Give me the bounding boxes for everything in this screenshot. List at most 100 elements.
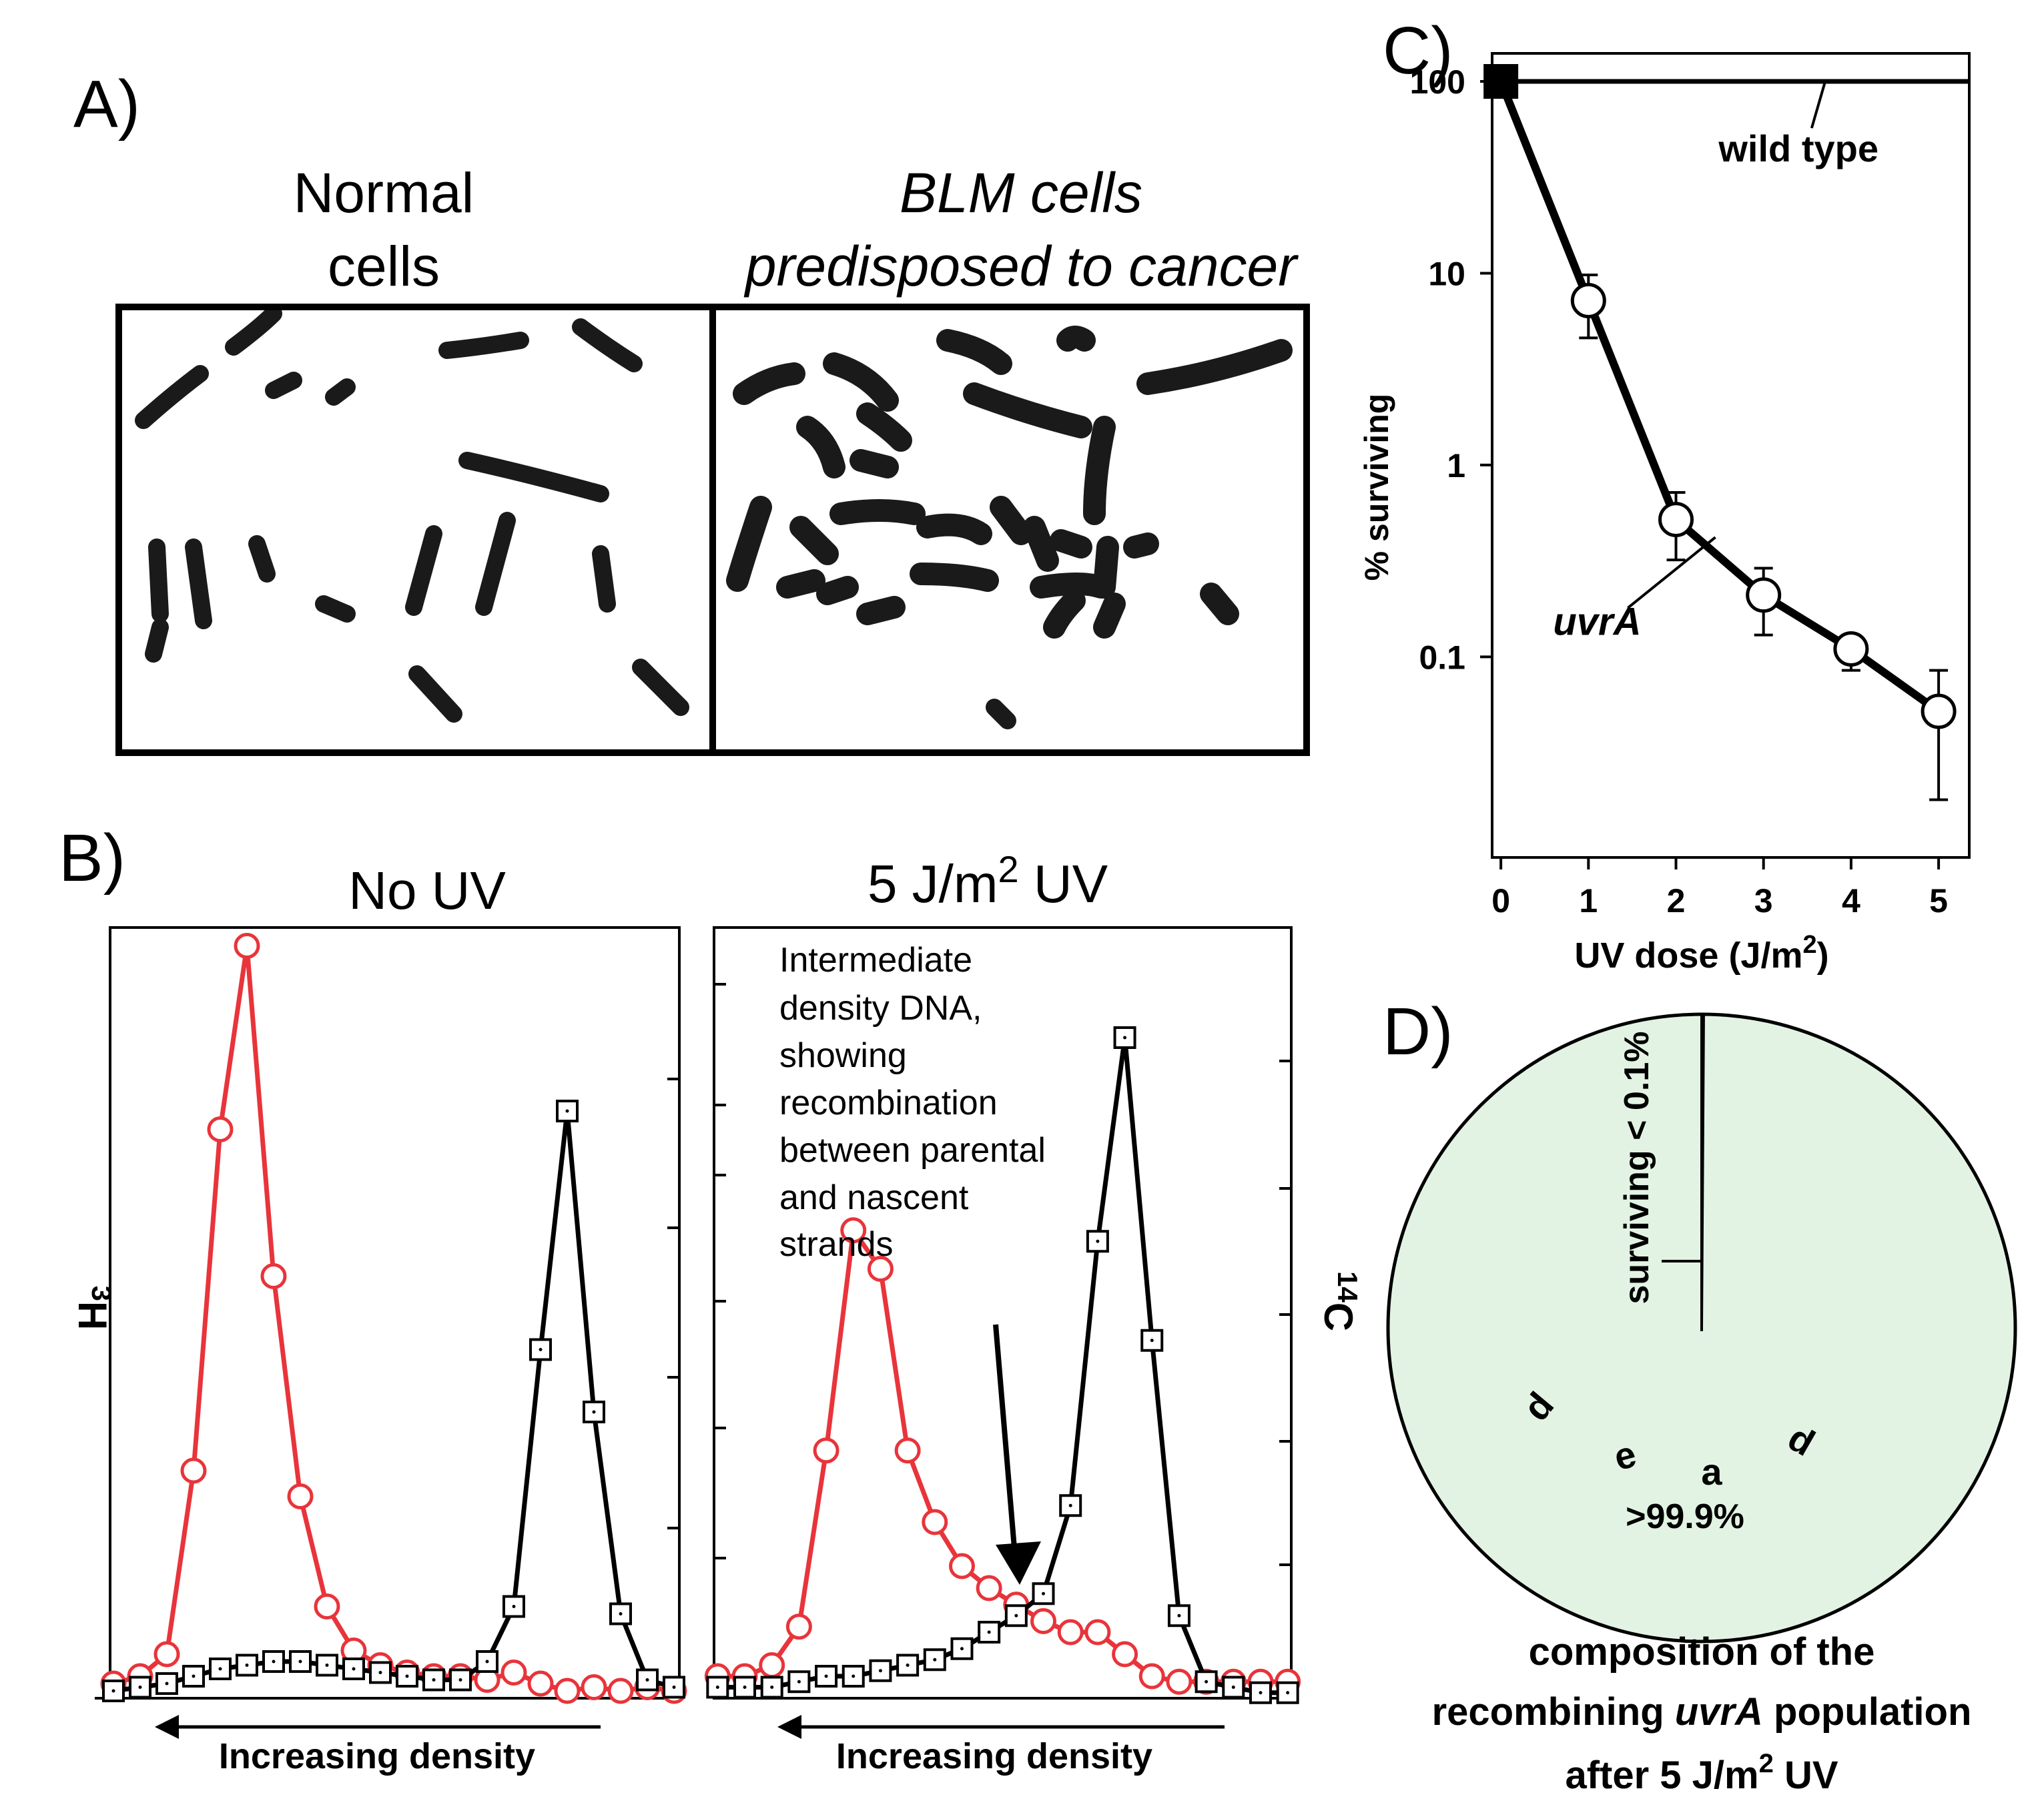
b-left-axes bbox=[95, 926, 681, 1700]
data-point-dot bbox=[298, 1660, 302, 1664]
data-point-3H bbox=[1138, 1663, 1165, 1690]
annotation-line: recombination bbox=[779, 1084, 998, 1122]
x-tick-label: 3 bbox=[1754, 882, 1773, 920]
data-point-14C bbox=[583, 1401, 605, 1423]
data-point-dot bbox=[1123, 1036, 1127, 1040]
data-point-dot bbox=[539, 1348, 543, 1351]
data-point-dot bbox=[770, 1686, 774, 1689]
b-right-xlabel: Increasing density bbox=[836, 1736, 1152, 1776]
data-point-dot bbox=[432, 1678, 436, 1682]
data-point-14C bbox=[706, 1676, 729, 1699]
y-tick-label: 0.1 bbox=[1419, 639, 1465, 676]
data-point-dot bbox=[743, 1686, 747, 1689]
series-line-14C bbox=[717, 1037, 1288, 1696]
data-point-14C bbox=[182, 1665, 205, 1688]
data-point-3H bbox=[500, 1660, 527, 1686]
data-point-uvrA bbox=[1833, 631, 1869, 667]
data-point-3H bbox=[581, 1674, 607, 1700]
data-point-3H bbox=[1166, 1668, 1193, 1695]
y-tick-label: 1 bbox=[1447, 447, 1465, 484]
data-point-14C bbox=[449, 1668, 472, 1692]
b-left-xlabel: Increasing density bbox=[219, 1736, 535, 1776]
normal-cells-title-1: Normal bbox=[294, 161, 474, 224]
data-point-3H bbox=[813, 1437, 839, 1464]
data-point-dot bbox=[1096, 1239, 1100, 1243]
data-point-dot bbox=[218, 1667, 222, 1671]
dead-letter: a bbox=[1701, 1451, 1722, 1493]
data-point-14C bbox=[129, 1676, 151, 1699]
b-left-ylabel: 3H bbox=[70, 1286, 117, 1331]
data-point-uvrA bbox=[1570, 282, 1606, 318]
panel-d-label: D) bbox=[1383, 994, 1453, 1069]
c-plot: 0 1 2 3 4 5 100 10 1 0.1 wild type uvrA bbox=[1410, 63, 1969, 920]
x-tick-label: 2 bbox=[1667, 882, 1686, 920]
data-point-14C bbox=[896, 1654, 920, 1677]
data-point-dot bbox=[797, 1680, 801, 1684]
b-left-plot bbox=[100, 933, 687, 1704]
data-point-dot bbox=[1231, 1686, 1235, 1689]
annotation-line: Intermediate bbox=[779, 941, 972, 980]
data-point-uvrA bbox=[1921, 693, 1957, 729]
data-point-dot bbox=[1014, 1613, 1018, 1617]
b-left-title: No UV bbox=[348, 861, 506, 920]
b-right-plot bbox=[704, 1026, 1301, 1704]
data-point-3H bbox=[207, 1116, 234, 1142]
data-point-dot bbox=[592, 1410, 596, 1414]
data-point-3H bbox=[1030, 1608, 1057, 1634]
data-point-14C bbox=[422, 1668, 445, 1692]
series-line-3H bbox=[717, 1224, 1288, 1684]
data-point-14C bbox=[636, 1668, 659, 1692]
uvrA-label: uvrA bbox=[1553, 601, 1641, 644]
data-point-14C bbox=[396, 1665, 418, 1688]
data-point-dot bbox=[1150, 1339, 1154, 1343]
data-point-3H bbox=[260, 1263, 287, 1289]
annotation-line: and nascent bbox=[779, 1178, 969, 1217]
dead-percent-label: >99.9% bbox=[1626, 1497, 1744, 1536]
data-point-3H bbox=[948, 1553, 975, 1579]
annotation-line: showing bbox=[779, 1036, 907, 1075]
data-point-dot bbox=[325, 1664, 329, 1667]
data-point-3H bbox=[153, 1641, 180, 1668]
data-point-3H bbox=[1057, 1619, 1084, 1646]
data-point-uvrA bbox=[1746, 577, 1782, 613]
data-point-14C bbox=[1222, 1676, 1245, 1699]
data-point-dot bbox=[458, 1678, 462, 1682]
data-point-uvrA bbox=[1658, 502, 1694, 538]
c-xlabel: UV dose (J/m2) bbox=[1574, 931, 1828, 976]
data-point-3H bbox=[922, 1509, 948, 1535]
data-point-3H bbox=[607, 1678, 634, 1704]
data-point-dot bbox=[565, 1109, 569, 1113]
d-pie: surviving < 0.1%de ad>99.9% bbox=[1386, 1012, 2017, 1644]
data-point-dot bbox=[878, 1669, 882, 1673]
data-point-dot bbox=[1259, 1691, 1263, 1695]
data-point-dot bbox=[987, 1630, 991, 1634]
x-tick-label: 5 bbox=[1929, 882, 1948, 920]
data-point-dot bbox=[485, 1660, 489, 1664]
x-tick-label: 1 bbox=[1579, 882, 1598, 920]
data-point-14C bbox=[1032, 1582, 1055, 1605]
data-point-14C bbox=[102, 1680, 125, 1702]
data-point-dot bbox=[715, 1686, 719, 1689]
data-point-3H bbox=[759, 1652, 785, 1678]
data-point-dot bbox=[272, 1660, 276, 1664]
blm-cells-frame bbox=[709, 304, 1310, 756]
data-point-dot bbox=[1205, 1680, 1209, 1684]
data-point-3H bbox=[867, 1256, 894, 1282]
data-point-14C bbox=[316, 1654, 338, 1677]
panel-c-label: C) bbox=[1383, 13, 1453, 88]
data-point-14C bbox=[841, 1665, 865, 1688]
data-point-3H bbox=[287, 1483, 314, 1509]
annotation-line: strands bbox=[779, 1225, 894, 1264]
series-line-3H bbox=[113, 945, 675, 1694]
data-point-dot bbox=[933, 1658, 937, 1662]
normal-chromosomes bbox=[135, 305, 1016, 729]
data-point-dot bbox=[405, 1674, 409, 1678]
annotation-line: between parental bbox=[779, 1131, 1046, 1170]
wild-type-leader bbox=[1810, 82, 1826, 129]
data-point-dot bbox=[165, 1682, 169, 1686]
data-point-dot bbox=[619, 1612, 623, 1615]
d-caption-line3: after 5 J/m2 UV bbox=[1565, 1749, 1838, 1797]
data-point-dot bbox=[245, 1664, 249, 1667]
data-point-3H bbox=[1084, 1619, 1111, 1646]
